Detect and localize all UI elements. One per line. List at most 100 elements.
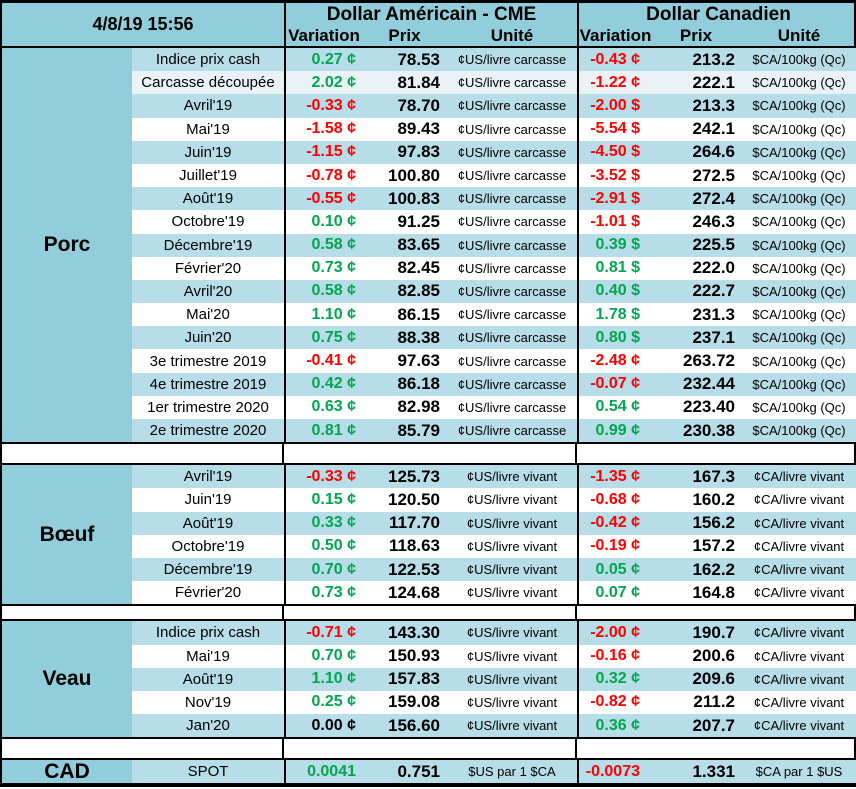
ca-variation-value: 0.36 ¢ xyxy=(577,714,652,738)
us-unit-label: ¢US/livre vivant xyxy=(447,534,577,558)
row-label: Jan'20 xyxy=(132,714,284,738)
ca-unit-label: $CA/100kg (Qc) xyxy=(740,233,856,257)
us-unit-label: ¢US/livre carcasse xyxy=(447,256,577,280)
ca-unit-label: ¢CA/livre vivant xyxy=(740,690,856,715)
us-price-value: 0.751 xyxy=(362,760,447,784)
us-variation-value: 0.10 ¢ xyxy=(284,210,362,234)
ca-price-value: 167.3 xyxy=(652,465,740,489)
ca-price-value: 164.8 xyxy=(652,581,740,605)
us-unit-label: ¢US/livre vivant xyxy=(447,714,577,738)
section-gap xyxy=(2,604,854,622)
ca-price-value: 157.2 xyxy=(652,534,740,558)
us-variation-value: 0.81 ¢ xyxy=(284,419,362,443)
us-variation-value: 0.75 ¢ xyxy=(284,326,362,350)
us-unit-label: ¢US/livre carcasse xyxy=(447,140,577,164)
ca-price-value: 230.38 xyxy=(652,419,740,443)
us-variation-value: 0.00 ¢ xyxy=(284,714,362,738)
ca-price-value: 160.2 xyxy=(652,488,740,512)
ca-variation-value: 0.39 $ xyxy=(577,233,652,257)
us-variation-value: -0.41 ¢ xyxy=(284,349,362,373)
ca-price-value: 242.1 xyxy=(652,117,740,141)
us-unit-label: ¢US/livre carcasse xyxy=(447,372,577,396)
ca-unit-label: $CA/100kg (Qc) xyxy=(740,117,856,141)
us-price-value: 91.25 xyxy=(362,210,447,234)
us-price-value: 83.65 xyxy=(362,233,447,257)
us-price-value: 124.68 xyxy=(362,581,447,605)
ca-unit-label: ¢CA/livre vivant xyxy=(740,511,856,535)
row-label: Février'20 xyxy=(132,256,284,280)
ca-unit-label: ¢CA/livre vivant xyxy=(740,621,856,645)
us-unit-label: ¢US/livre carcasse xyxy=(447,48,577,72)
ca-price-value: 223.40 xyxy=(652,395,740,419)
ca-variation-value: -0.19 ¢ xyxy=(577,534,652,558)
ca-price-value: 207.7 xyxy=(652,714,740,738)
us-unit-label: ¢US/livre carcasse xyxy=(447,233,577,257)
us-variation-value: 0.33 ¢ xyxy=(284,511,362,535)
us-price-value: 82.45 xyxy=(362,256,447,280)
us-prix-column-header: Prix xyxy=(388,26,421,45)
us-variation-column-header: Variation xyxy=(288,26,360,45)
ca-variation-value: -0.43 ¢ xyxy=(577,48,652,72)
ca-price-value: 222.0 xyxy=(652,256,740,280)
section: Bœuf Avril'19 -0.33 ¢ 125.73 ¢US/livre v… xyxy=(2,465,856,605)
ca-price-value: 213.2 xyxy=(652,48,740,72)
us-variation-value: -0.78 ¢ xyxy=(284,163,362,188)
ca-price-value: 209.6 xyxy=(652,667,740,691)
ca-unite-column-header: Unité xyxy=(777,26,821,45)
us-variation-value: 0.58 ¢ xyxy=(284,233,362,257)
ca-price-value: 200.6 xyxy=(652,644,740,668)
ca-unit-label: $CA/100kg (Qc) xyxy=(740,94,856,118)
sections-container: Porc Indice prix cash 0.27 ¢ 78.53 ¢US/l… xyxy=(2,48,856,784)
ca-price-value: 272.4 xyxy=(652,187,740,211)
ca-variation-value: 0.54 ¢ xyxy=(577,395,652,419)
ca-unit-label: $CA par 1 $US xyxy=(740,760,856,784)
us-unit-label: ¢US/livre carcasse xyxy=(447,303,577,327)
us-price-value: 81.84 xyxy=(362,71,447,95)
ca-unit-label: $CA/100kg (Qc) xyxy=(740,395,856,419)
ca-unit-label: $CA/100kg (Qc) xyxy=(740,71,856,95)
ca-prix-column-header: Prix xyxy=(679,26,713,45)
row-label: 1er trimestre 2020 xyxy=(132,395,284,419)
row-label: Mai'19 xyxy=(132,117,284,141)
us-unit-label: ¢US/livre carcasse xyxy=(447,395,577,419)
ca-variation-value: -0.16 ¢ xyxy=(577,644,652,668)
us-variation-value: 0.70 ¢ xyxy=(284,644,362,668)
us-unit-label: ¢US/livre carcasse xyxy=(447,94,577,118)
us-variation-value: -0.55 ¢ xyxy=(284,187,362,211)
row-label: 3e trimestre 2019 xyxy=(132,349,284,373)
ca-price-value: 156.2 xyxy=(652,511,740,535)
us-variation-value: 0.58 ¢ xyxy=(284,279,362,304)
us-price-value: 89.43 xyxy=(362,117,447,141)
us-price-value: 82.85 xyxy=(362,279,447,304)
section: CAD SPOT 0.0041 0.751 $US par 1 $CA -0.0… xyxy=(2,760,856,784)
us-variation-value: -1.58 ¢ xyxy=(284,117,362,141)
ca-variation-value: -1.01 $ xyxy=(577,210,652,234)
ca-variation-value: -2.91 $ xyxy=(577,187,652,211)
us-variation-value: 1.10 ¢ xyxy=(284,667,362,691)
ca-variation-value: 0.81 $ xyxy=(577,256,652,280)
ca-price-value: 231.3 xyxy=(652,303,740,327)
ca-variation-value: 0.07 ¢ xyxy=(577,581,652,605)
us-unit-label: ¢US/livre vivant xyxy=(447,644,577,668)
ca-variation-value: 0.99 ¢ xyxy=(577,419,652,443)
us-unit-label: ¢US/livre vivant xyxy=(447,690,577,715)
us-unit-label: ¢US/livre vivant xyxy=(447,511,577,535)
ca-unit-label: $CA/100kg (Qc) xyxy=(740,187,856,211)
ca-variation-value: 0.80 $ xyxy=(577,326,652,350)
us-unit-label: ¢US/livre vivant xyxy=(447,621,577,645)
us-unit-label: ¢US/livre carcasse xyxy=(447,279,577,304)
timestamp: 4/8/19 15:56 xyxy=(92,14,194,34)
us-variation-value: 1.10 ¢ xyxy=(284,303,362,327)
us-unit-label: ¢US/livre carcasse xyxy=(447,71,577,95)
ca-variation-value: -2.00 $ xyxy=(577,94,652,118)
us-unit-label: $US par 1 $CA xyxy=(447,760,577,784)
us-price-value: 159.08 xyxy=(362,690,447,715)
row-label: Juin'20 xyxy=(132,326,284,350)
ca-variation-value: -0.07 ¢ xyxy=(577,372,652,396)
ca-price-value: 190.7 xyxy=(652,621,740,645)
ca-unit-label: ¢CA/livre vivant xyxy=(740,465,856,489)
ca-unit-label: $CA/100kg (Qc) xyxy=(740,163,856,188)
us-variation-value: -1.15 ¢ xyxy=(284,140,362,164)
ca-unit-label: ¢CA/livre vivant xyxy=(740,714,856,738)
